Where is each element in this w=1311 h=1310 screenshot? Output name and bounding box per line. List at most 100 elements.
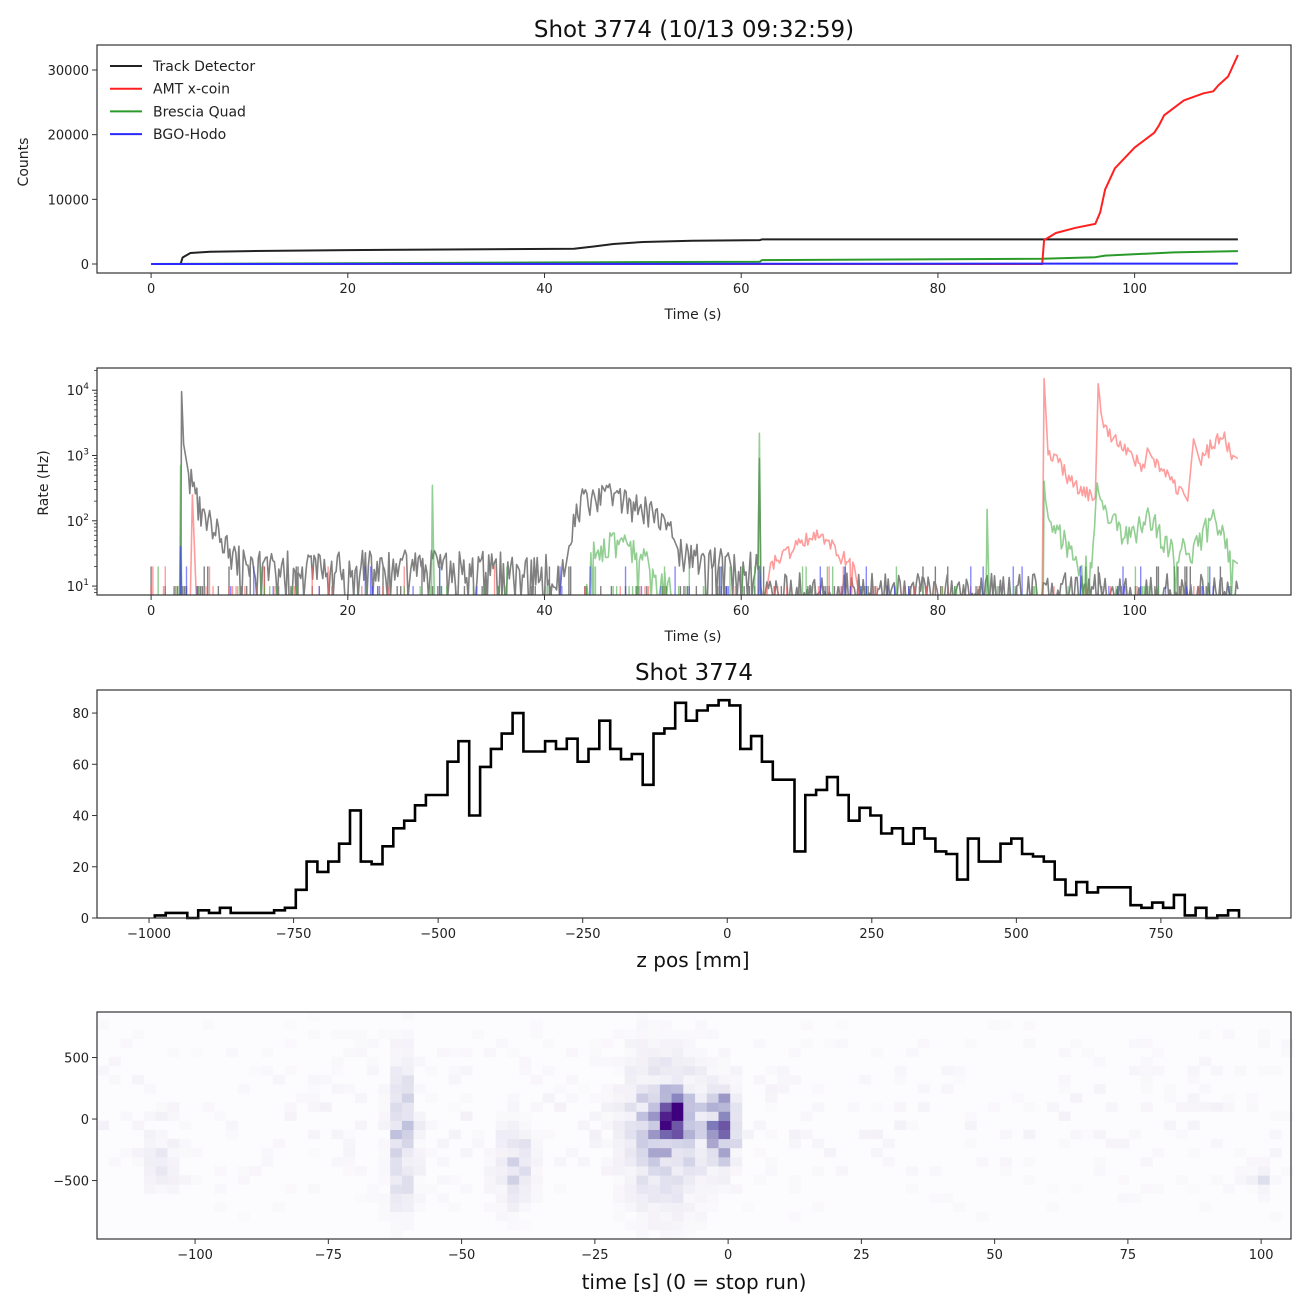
heatmap-cell	[530, 1075, 543, 1085]
heatmap-cell	[695, 1029, 708, 1039]
heatmap-cell	[636, 1138, 649, 1149]
heatmap-cell	[636, 1020, 649, 1030]
heatmap-cell	[1211, 1138, 1223, 1149]
heatmap-cell	[683, 1111, 696, 1121]
heatmap-cell	[542, 1038, 555, 1049]
heatmap-cell	[554, 1102, 567, 1112]
heatmap-cell	[636, 1102, 649, 1112]
heatmap-cell	[1023, 1020, 1036, 1030]
heatmap-cell	[308, 1148, 321, 1158]
heatmap-cell	[636, 1075, 649, 1085]
heatmap-cell	[671, 1229, 684, 1240]
heatmap-cell	[659, 1093, 672, 1103]
heatmap-cell	[730, 1157, 743, 1167]
heatmap-cell	[155, 1184, 168, 1194]
heatmap-cell	[1070, 1038, 1083, 1049]
heatmap-cell	[390, 1056, 403, 1067]
heatmap-cell	[378, 1166, 391, 1176]
heatmap-cell	[472, 1138, 485, 1149]
heatmap-cell	[1058, 1138, 1071, 1149]
heatmap-cell	[1058, 1075, 1071, 1085]
heatmap-cell	[401, 1220, 414, 1231]
heatmap-cell	[390, 1202, 403, 1212]
heatmap-cell	[976, 1157, 989, 1167]
heatmap-cell	[554, 1157, 567, 1167]
heatmap-cell	[214, 1166, 227, 1176]
heatmap-cell	[659, 1175, 672, 1185]
histogram-xtick-label: −750	[276, 927, 312, 942]
heatmap-cell	[1246, 1102, 1259, 1112]
heatmap-cell	[214, 1184, 227, 1194]
heatmap-cell	[659, 1166, 672, 1176]
heatmap-cell	[753, 1148, 766, 1158]
heatmap-cell	[788, 1075, 801, 1085]
heatmap-cell	[237, 1084, 250, 1094]
heatmap-cell	[695, 1184, 708, 1194]
heatmap-cell	[155, 1138, 168, 1149]
histogram-ytick-label: 20	[72, 861, 89, 876]
heatmap-cell	[401, 1202, 414, 1212]
heatmap-cell	[730, 1184, 743, 1194]
heatmap-cell	[730, 1166, 743, 1176]
counts-line-brescia-quad	[151, 250, 1238, 265]
heatmap-cell	[507, 1047, 520, 1058]
heatmap-cell	[401, 1066, 414, 1076]
rate-frame	[96, 367, 1292, 596]
heatmap-cell	[355, 1047, 367, 1058]
heatmap-cell	[800, 1129, 813, 1140]
heatmap-cell	[624, 1148, 637, 1158]
heatmap-cell	[636, 1184, 649, 1194]
heatmap-cell	[366, 1056, 379, 1067]
heatmap-cell	[378, 1148, 391, 1158]
heatmap-cell	[659, 1193, 672, 1203]
heatmap-cell	[472, 1129, 485, 1140]
histogram-xtick-label: 0	[723, 927, 731, 942]
heatmap-cell	[964, 1038, 977, 1049]
heatmap-cell	[1140, 1102, 1153, 1112]
heatmap-cell	[448, 1047, 461, 1058]
heatmap-cell	[695, 1056, 708, 1067]
heatmap-cell	[484, 1166, 496, 1176]
heatmap-cell	[613, 1084, 625, 1094]
heatmap-cell	[765, 1102, 778, 1112]
heatmap-cell	[718, 1138, 731, 1149]
heatmap-cell	[871, 1102, 883, 1112]
tick-base: 10	[67, 515, 84, 530]
heatmap-cell	[507, 1129, 520, 1140]
heatmap-cell	[343, 1084, 356, 1094]
heatmap-cell	[730, 1075, 743, 1085]
heatmap-cell	[1093, 1129, 1106, 1140]
heatmap-cell	[964, 1138, 977, 1149]
rate-chart-ylabel: Rate (Hz)	[36, 450, 52, 515]
heatmap-cell	[695, 1157, 708, 1167]
heatmap-cell	[671, 1129, 684, 1140]
heatmap-cell	[659, 1229, 672, 1240]
heatmap-cell	[120, 1148, 133, 1158]
heatmap-cell	[718, 1066, 731, 1076]
counts-xtick-label: 0	[147, 282, 155, 297]
heatmap-cell	[683, 1056, 696, 1067]
heatmap-cell	[695, 1129, 708, 1140]
rate-series-brescia-quad	[157, 432, 1239, 595]
heatmap-cell	[589, 1129, 602, 1140]
heatmap-cell	[355, 1038, 367, 1049]
heatmap-cell	[613, 1056, 625, 1067]
heatmap-cell	[495, 1193, 508, 1203]
heatmap-cell	[765, 1166, 778, 1176]
heatmap-cell	[366, 1193, 379, 1203]
heatmap-cell	[401, 1166, 414, 1176]
heatmap-cell	[413, 1138, 426, 1149]
heatmap-cell	[460, 1111, 473, 1121]
heatmap-cell	[413, 1184, 426, 1194]
histogram-xtick-label: 750	[1148, 927, 1173, 942]
heatmap-cell	[636, 1157, 649, 1167]
heatmap-cell	[1258, 1175, 1270, 1185]
heatmap-cell	[448, 1066, 461, 1076]
heatmap-cell	[413, 1157, 426, 1167]
heatmap-cell	[706, 1084, 719, 1094]
heatmap-cell	[401, 1111, 414, 1121]
heatmap-cell	[401, 1093, 414, 1103]
heatmap-cell	[648, 1166, 661, 1176]
heatmap-cell	[730, 1120, 743, 1130]
